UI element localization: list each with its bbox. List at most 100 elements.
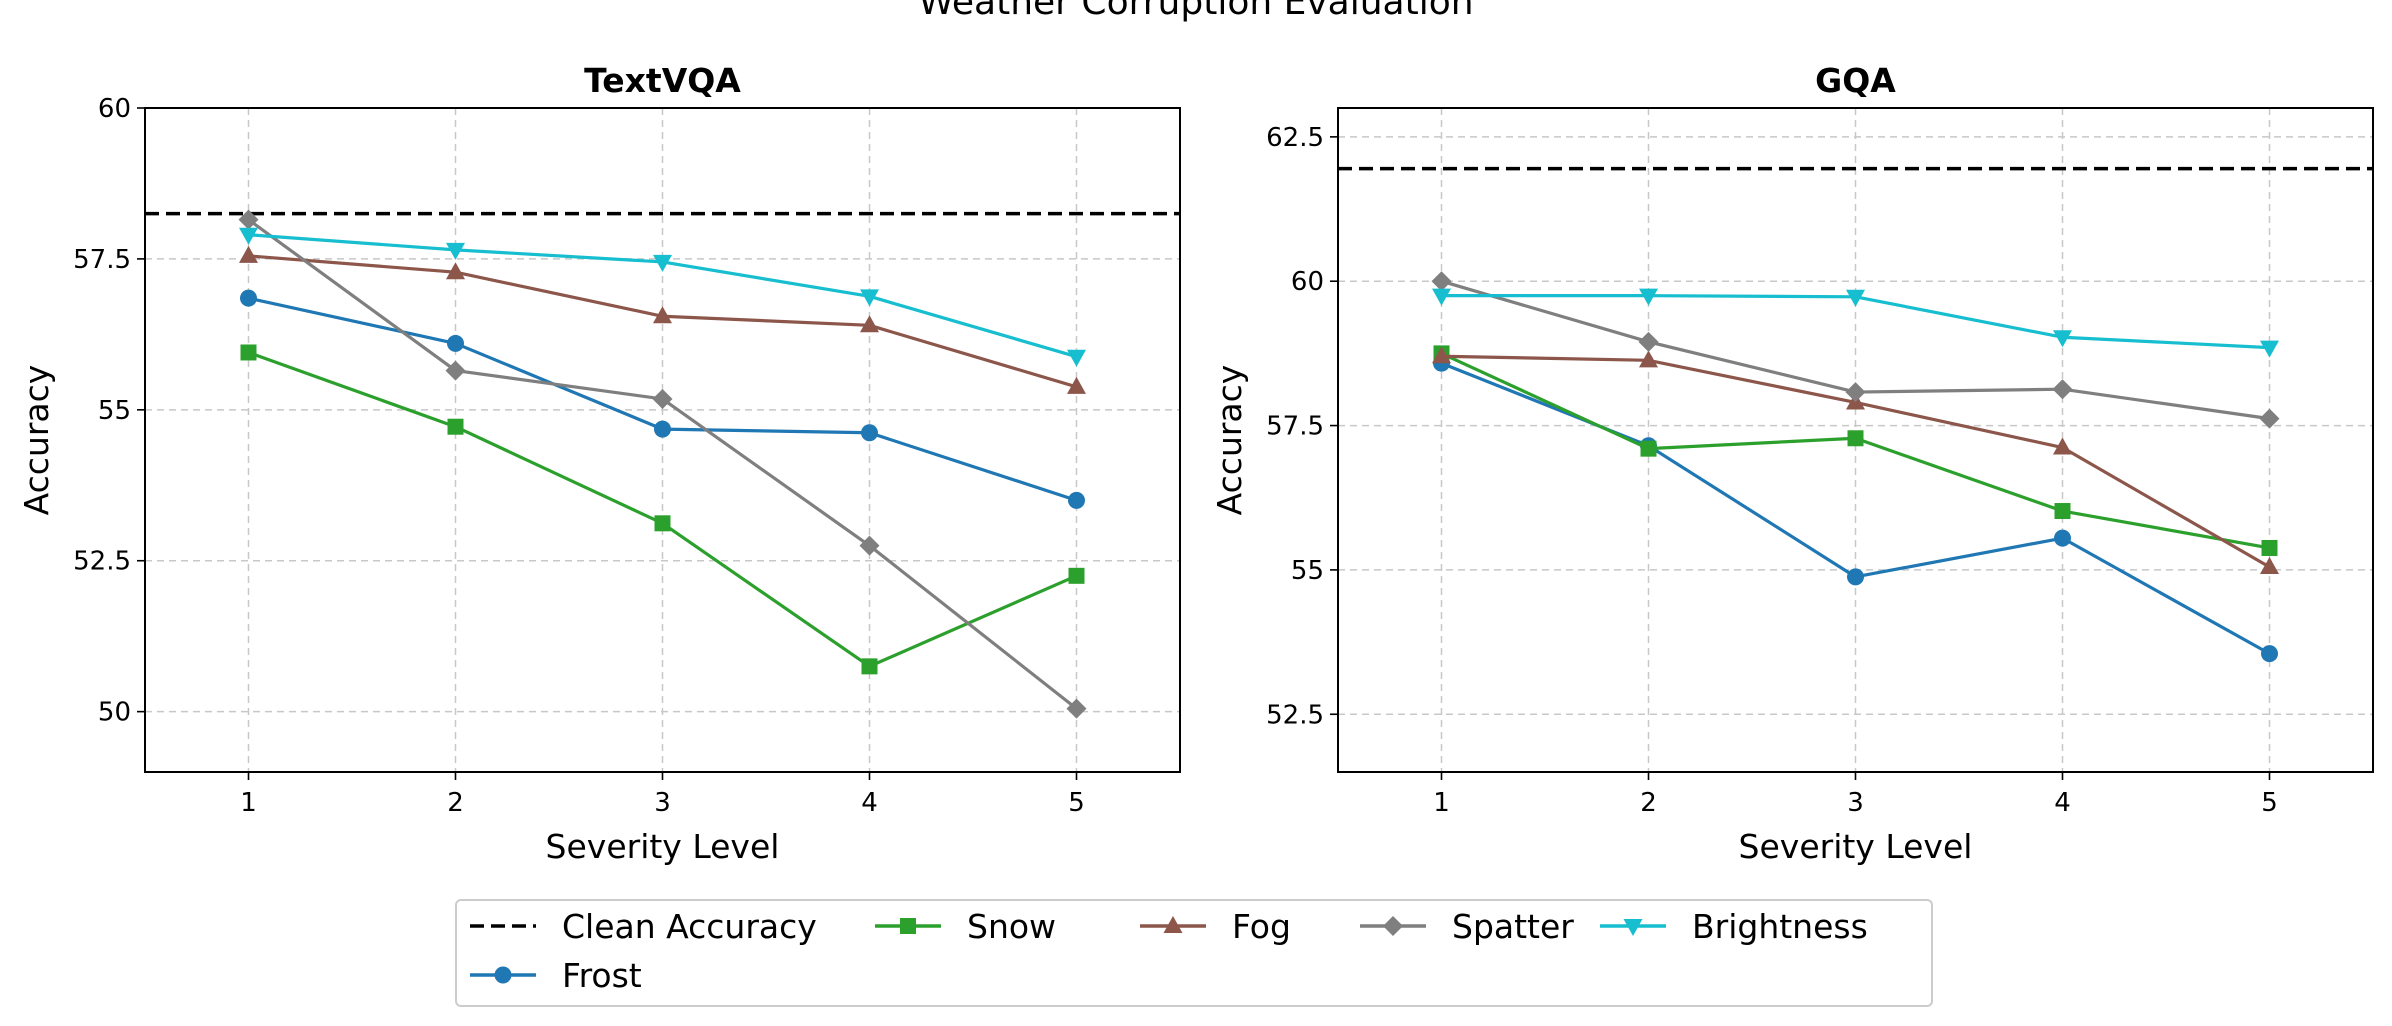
data-point-snow [240,344,257,361]
x-tick-label: 5 [1068,788,1085,818]
data-point-spatter [2259,408,2280,429]
x-tick-label: 3 [1847,788,1864,818]
data-point-spatter [652,388,673,409]
data-point-spatter [1638,331,1659,352]
data-point-snow [2261,539,2278,556]
data-point-frost [1847,568,1864,586]
data-point-spatter [859,535,880,556]
x-axis-label: Severity Level [1739,827,1973,866]
data-point-frost [240,289,257,307]
x-axis-label: Severity Level [546,827,780,866]
data-point-snow [2054,503,2071,520]
data-point-fog [860,315,879,333]
data-point-brightness [1067,349,1086,367]
legend-label: Spatter [1452,907,1574,946]
x-tick-label: 2 [1640,788,1657,818]
y-tick-label: 60 [1291,267,1324,297]
data-point-fog [2260,557,2279,575]
chart-title: TextVQA [584,61,741,100]
data-point-brightness [1639,288,1658,306]
legend-label: Frost [562,956,642,995]
data-point-snow [1640,440,1657,457]
data-point-spatter [1431,271,1452,292]
legend-entry-brightness: Brightness [1600,907,1868,946]
data-point-brightness [446,242,465,260]
data-point-snow [1847,430,1864,447]
data-point-brightness [1432,288,1451,306]
data-point-spatter [1066,698,1087,719]
legend-label: Brightness [1692,907,1868,946]
legend-entry-fog: Fog [1140,907,1291,946]
x-tick-label: 4 [861,788,878,818]
data-point-frost [654,420,671,438]
legend-entry-frost: Frost [470,956,642,995]
y-axis-label: Accuracy [17,365,56,516]
legend-entry-spatter: Spatter [1360,907,1574,946]
data-point-spatter [238,209,259,230]
y-tick-label: 57.5 [73,245,131,275]
data-point-snow [447,418,464,435]
y-axis-label: Accuracy [1210,365,1249,516]
y-tick-label: 55 [98,396,131,426]
y-tick-label: 62.5 [1266,123,1324,153]
legend-frame [455,899,1933,1007]
series-frost [240,289,1085,509]
data-point-frost [2054,529,2071,547]
legend-marker [494,966,512,984]
data-point-fog [653,306,672,324]
y-tick-label: 55 [1291,556,1324,586]
data-point-fog [1067,376,1086,394]
y-tick-label: 50 [98,698,131,728]
legend-marker [900,918,916,934]
series-snow [1433,345,2278,556]
data-point-frost [1068,491,1085,509]
data-point-snow [654,515,671,532]
data-point-fog [2053,437,2072,455]
legend-marker [1383,916,1403,936]
legend-marker [1163,916,1183,933]
data-point-brightness [239,227,258,245]
x-tick-label: 1 [240,788,257,818]
legend: Clean Accuracy Snow Fog Spatter Brightness Fr… [455,899,1933,1007]
y-tick-label: 57.5 [1266,412,1324,442]
data-point-spatter [445,360,466,381]
data-point-fog [239,245,258,263]
legend-entry-clean-accuracy: Clean Accuracy [470,907,817,946]
y-tick-label: 52.5 [73,547,131,577]
x-tick-label: 5 [2261,788,2278,818]
data-point-spatter [1845,382,1866,403]
figure-title: Weather Corruption Evaluation [918,0,1473,23]
chart-panel-gqa: 1 2 3 4 5 52.5 55 57.5 60 62.5 GQA Severity Level Ac… [1210,61,2374,866]
x-tick-label: 1 [1433,788,1450,818]
data-point-spatter [2052,379,2073,400]
data-point-fog [1639,350,1658,368]
x-tick-label: 4 [2054,788,2071,818]
series-snow [240,344,1085,675]
chart-panels: 1 2 3 4 5 50 52.5 55 57.5 60 TextVQA Severity Level… [17,61,2374,866]
data-point-brightness [2260,340,2279,358]
data-point-brightness [1846,289,1865,307]
data-point-frost [861,424,878,442]
x-tick-label: 3 [654,788,671,818]
data-point-snow [861,658,878,675]
legend-label: Fog [1232,907,1291,946]
chart-panel-textvqa: 1 2 3 4 5 50 52.5 55 57.5 60 TextVQA Severity Level… [17,61,1181,866]
data-point-frost [447,334,464,352]
data-point-fog [1432,346,1451,364]
legend-entry-snow: Snow [875,907,1056,946]
series-brightness [1432,288,2279,358]
data-point-brightness [653,254,672,272]
data-point-fog [446,262,465,280]
y-tick-label: 52.5 [1266,700,1324,730]
legend-marker [1623,919,1643,936]
series-brightness [239,227,1086,367]
data-point-brightness [2053,330,2072,348]
series-fog [239,245,1086,394]
y-tick-label: 60 [98,94,131,124]
legend-label: Clean Accuracy [562,907,817,946]
data-point-brightness [860,289,879,307]
chart-title: GQA [1815,61,1896,100]
series-spatter [1431,271,2280,429]
data-point-snow [1068,567,1085,584]
